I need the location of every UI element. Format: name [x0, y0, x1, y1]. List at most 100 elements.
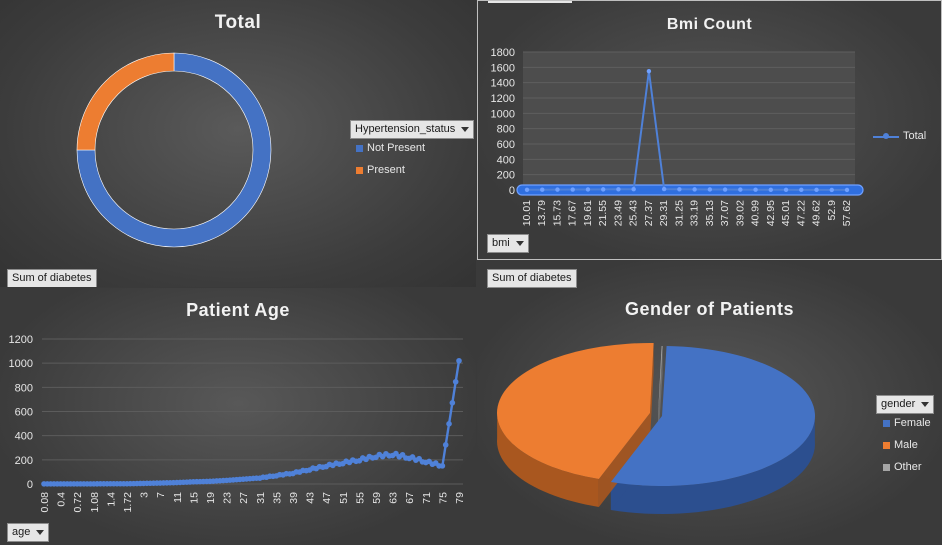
- x-tick-label: 31.25: [673, 200, 685, 226]
- doughnut-slice-present: [76, 52, 175, 151]
- y-tick-label: 1800: [491, 47, 515, 59]
- y-tick-label: 1600: [491, 62, 515, 74]
- bmi-field-button[interactable]: bmi: [487, 234, 529, 253]
- legend-label: Not Present: [367, 142, 426, 154]
- hypertension-chart-panel: Total Hypertension_status Not Present Pr…: [0, 0, 476, 287]
- x-tick-label: 19.61: [582, 200, 594, 226]
- data-point: [829, 187, 834, 193]
- x-tick-label: 21.55: [597, 200, 609, 226]
- doughnut-chart: [76, 52, 272, 248]
- doughnut-slice-not-present: [76, 52, 272, 248]
- x-tick-label: 0.08: [39, 492, 51, 513]
- data-point: [452, 378, 459, 385]
- y-tick-label: 200: [497, 170, 515, 182]
- pie-side-male: [497, 410, 599, 507]
- dropdown-arrow-icon: [921, 401, 930, 407]
- x-tick-label: 27: [238, 492, 250, 504]
- chart-title: Gender of Patients: [624, 299, 795, 319]
- legend-swatch-icon: [883, 441, 890, 449]
- pie-side-female: [610, 412, 815, 514]
- x-tick-label: 29.31: [658, 200, 670, 226]
- x-tick-label: 67: [404, 492, 416, 504]
- legend-item-male: Male: [883, 434, 931, 456]
- y-tick-label: 200: [15, 455, 33, 467]
- x-tick-label: 35.13: [704, 200, 716, 226]
- series-line-total: [526, 71, 847, 191]
- data-point: [753, 187, 758, 192]
- y-tick-label: 600: [497, 139, 515, 151]
- legend-label: Total: [903, 130, 927, 142]
- x-tick-label: 79: [454, 492, 466, 504]
- hypertension-field-button[interactable]: Hypertension_status: [350, 120, 475, 139]
- x-tick-label: 1.4: [105, 492, 117, 507]
- dropdown-arrow-icon: [36, 529, 45, 535]
- bmi-line-chart: 0 200 400 600 800 1000 1200 1400 1600 1800 10.01 13…: [491, 47, 864, 226]
- field-button-label: Hypertension_status: [355, 123, 456, 135]
- x-tick-label: 39: [288, 492, 300, 504]
- field-button-label: Sum of diabetes: [12, 272, 92, 284]
- x-tick-label: 40.99: [750, 200, 762, 226]
- data-point: [722, 187, 728, 192]
- data-point: [677, 187, 682, 192]
- x-tick-label: 47.22: [795, 200, 807, 226]
- age-line-chart: 0 200 400 600 800 1000 1200 0.08 0.4 0.72 1.08 1.4 1…: [9, 334, 466, 513]
- gender-field-button[interactable]: gender: [876, 395, 935, 414]
- pie-cut-face: [598, 413, 650, 507]
- x-tick-label: 37.07: [719, 200, 731, 226]
- chart-title: Total: [214, 12, 262, 33]
- legend-line-icon: [873, 131, 899, 141]
- x-tick-label: 1.72: [122, 492, 134, 513]
- sum-of-diabetes-button[interactable]: Sum of diabetes: [7, 269, 97, 287]
- x-tick-label: 33.19: [689, 200, 701, 226]
- age-chart-panel: Patient Age 0 200 400 600 800 1000 1200 0.08 0.4…: [0, 288, 476, 545]
- data-point: [439, 463, 446, 469]
- sum-of-diabetes-button[interactable]: Sum of diabetes: [487, 269, 577, 288]
- x-tick-label: 10.01: [521, 200, 533, 226]
- x-tick-label: 71: [421, 492, 433, 504]
- field-button-label: Sum of diabetes: [492, 272, 572, 284]
- bmi-legend: Total: [873, 125, 926, 147]
- x-tick-label: 43: [305, 492, 317, 504]
- data-point: [524, 187, 530, 192]
- x-tick-label: 7: [155, 492, 167, 498]
- data-point: [442, 442, 449, 448]
- y-tick-label: 1000: [491, 108, 515, 120]
- x-tick-label: 47: [321, 492, 333, 504]
- data-point: [707, 187, 713, 192]
- x-tick-label: 19: [205, 492, 217, 504]
- data-point: [570, 187, 575, 192]
- x-tick-label: 75: [437, 492, 449, 504]
- y-tick-label: 400: [497, 154, 515, 166]
- y-tick-label: 800: [15, 382, 33, 394]
- x-tick-label: 1.08: [89, 492, 101, 513]
- legend-label: Present: [367, 164, 405, 176]
- data-point: [692, 187, 697, 192]
- x-tick-label: 23.49: [612, 200, 624, 226]
- legend-swatch-icon: [883, 419, 890, 427]
- x-tick-label: 15.73: [551, 200, 563, 226]
- y-tick-label: 600: [15, 407, 33, 419]
- hypertension-legend: Not Present Present: [356, 137, 425, 181]
- x-tick-label: 0.4: [56, 492, 68, 507]
- x-tick-label: 51: [338, 492, 350, 504]
- legend-swatch-icon: [356, 144, 363, 152]
- data-point: [449, 400, 456, 406]
- data-point: [661, 186, 667, 192]
- x-tick-label: 42.95: [765, 200, 777, 226]
- bmi-top-tab[interactable]: [488, 1, 572, 3]
- x-tick-label: 49.62: [811, 200, 823, 226]
- x-tick-label: 13.79: [536, 200, 548, 226]
- gender-chart-panel: Sum of diabetes Gender of Patients gende…: [477, 261, 942, 545]
- pie-cut-face: [650, 343, 654, 441]
- data-point: [738, 187, 743, 192]
- data-point: [844, 187, 850, 193]
- legend-label: Other: [894, 461, 922, 473]
- legend-swatch-icon: [883, 463, 890, 471]
- legend-swatch-icon: [356, 166, 363, 174]
- x-tick-label: 63: [388, 492, 400, 504]
- age-field-button[interactable]: age: [7, 523, 50, 542]
- legend-item-other: Other: [883, 456, 931, 478]
- field-button-label: age: [12, 526, 31, 538]
- data-point: [456, 357, 462, 364]
- x-tick-label: 27.37: [643, 200, 655, 226]
